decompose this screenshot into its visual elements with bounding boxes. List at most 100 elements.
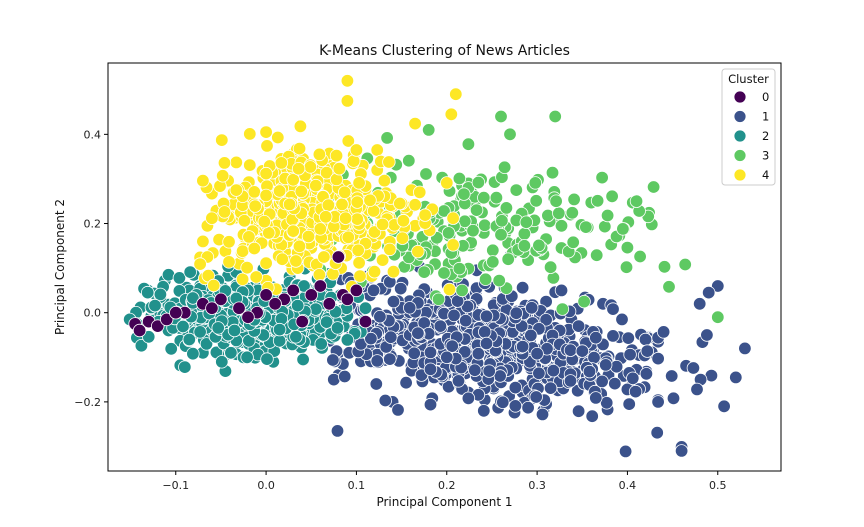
scatter-point-cluster-1 <box>666 391 681 406</box>
scatter-point-cluster-4 <box>393 196 407 211</box>
scatter-point-cluster-3 <box>469 203 484 217</box>
scatter-point-cluster-4 <box>351 243 365 258</box>
scatter-point-cluster-4 <box>312 147 327 162</box>
scatter-point-cluster-2 <box>319 315 334 329</box>
scatter-point-cluster-4 <box>321 198 336 212</box>
scatter-point-cluster-4 <box>313 222 328 236</box>
scatter-point-cluster-1 <box>411 326 425 340</box>
scatter-point-cluster-1 <box>650 426 664 440</box>
scatter-point-cluster-4 <box>377 173 392 188</box>
scatter-point-cluster-4 <box>262 226 276 240</box>
scatter-point-cluster-3 <box>492 273 506 288</box>
scatter-point-cluster-0 <box>232 301 246 315</box>
scatter-point-cluster-4 <box>259 166 273 181</box>
scatter-point-cluster-4 <box>260 139 274 153</box>
scatter-point-cluster-3 <box>605 189 619 204</box>
scatter-point-cluster-4 <box>353 269 367 283</box>
scatter-point-cluster-3 <box>633 249 647 264</box>
plot-frame <box>107 62 782 472</box>
scatter-point-cluster-2 <box>182 332 197 347</box>
scatter-point-cluster-3 <box>579 220 593 234</box>
scatter-point-cluster-3 <box>552 206 566 221</box>
scatter-point-cluster-1 <box>477 404 491 418</box>
scatter-point-cluster-0 <box>349 283 364 298</box>
scatter-point-cluster-3 <box>598 219 612 234</box>
x-tick-label: 0.1 <box>348 479 366 492</box>
scatter-point-cluster-4 <box>338 211 353 225</box>
scatter-point-cluster-1 <box>326 353 340 367</box>
y-tick-label: 0.4 <box>84 128 102 141</box>
legend-label-cluster-4: 4 <box>762 168 769 182</box>
x-tick-label: 0.0 <box>257 479 275 492</box>
x-tick-label: 0.5 <box>709 479 727 492</box>
scatter-point-cluster-2 <box>186 291 200 305</box>
scatter-point-cluster-1 <box>589 331 603 345</box>
scatter-point-cluster-3 <box>543 260 558 274</box>
scatter-point-cluster-3 <box>471 175 486 190</box>
scatter-point-cluster-1 <box>563 343 578 357</box>
scatter-point-cluster-4 <box>237 214 252 228</box>
scatter-point-cluster-3 <box>437 266 451 280</box>
points-layer <box>122 74 752 459</box>
scatter-point-cluster-2 <box>153 287 168 302</box>
scatter-point-cluster-0 <box>286 283 300 298</box>
scatter-point-cluster-2 <box>330 321 345 335</box>
scatter-point-cluster-2 <box>272 334 287 348</box>
scatter-point-cluster-4 <box>196 173 210 188</box>
scatter-point-cluster-4 <box>375 253 390 267</box>
scatter-point-cluster-1 <box>571 404 586 418</box>
scatter-point-cluster-1 <box>482 364 496 378</box>
scatter-point-cluster-3 <box>477 190 491 205</box>
scatter-point-cluster-1 <box>403 301 417 315</box>
scatter-point-cluster-3 <box>616 222 630 236</box>
scatter-point-cluster-4 <box>413 185 427 200</box>
scatter-point-cluster-1 <box>711 279 725 293</box>
scatter-point-cluster-3 <box>489 190 504 205</box>
scatter-point-cluster-4 <box>408 198 422 212</box>
scatter-point-cluster-1 <box>582 364 597 379</box>
scatter-point-cluster-0 <box>132 323 147 338</box>
scatter-point-cluster-1 <box>535 407 550 422</box>
scatter-point-cluster-1 <box>674 444 689 458</box>
scatter-point-cluster-1 <box>615 312 629 327</box>
scatter-point-cluster-2 <box>186 347 200 361</box>
scatter-point-cluster-4 <box>291 161 306 176</box>
scatter-point-cluster-4 <box>292 141 307 156</box>
scatter-point-cluster-3 <box>503 127 517 142</box>
scatter-point-cluster-1 <box>373 310 387 324</box>
scatter-point-cluster-3 <box>455 283 469 298</box>
scatter-point-cluster-1 <box>626 371 640 386</box>
scatter-point-cluster-0 <box>205 301 219 315</box>
x-tick-label: 0.2 <box>438 479 456 492</box>
scatter-point-cluster-3 <box>532 238 546 253</box>
scatter-point-cluster-3 <box>494 109 508 124</box>
scatter-point-cluster-3 <box>545 165 560 180</box>
scatter-point-cluster-3 <box>565 206 580 220</box>
scatter-point-cluster-4 <box>350 212 365 226</box>
scatter-point-cluster-0 <box>241 310 255 324</box>
scatter-point-cluster-4 <box>205 211 219 225</box>
scatter-point-cluster-4 <box>293 119 308 134</box>
scatter-point-cluster-3 <box>494 227 508 242</box>
scatter-point-cluster-3 <box>501 252 515 266</box>
scatter-point-cluster-0 <box>358 314 373 329</box>
scatter-point-cluster-4 <box>367 265 382 279</box>
scatter-point-cluster-1 <box>423 362 438 377</box>
scatter-point-cluster-3 <box>577 294 591 309</box>
scatter-point-cluster-2 <box>272 322 287 337</box>
scatter-point-cluster-4 <box>247 185 262 199</box>
scatter-point-cluster-4 <box>247 241 262 256</box>
scatter-point-cluster-4 <box>449 87 463 101</box>
legend-marker-cluster-3 <box>733 149 747 162</box>
scatter-point-cluster-4 <box>235 244 250 258</box>
scatter-point-cluster-1 <box>530 347 544 361</box>
scatter-point-cluster-1 <box>622 397 636 411</box>
scatter-point-cluster-4 <box>418 208 432 222</box>
scatter-point-cluster-2 <box>176 319 190 334</box>
scatter-point-cluster-4 <box>229 183 244 197</box>
scatter-point-cluster-1 <box>433 319 448 333</box>
scatter-point-cluster-4 <box>375 217 390 232</box>
x-axis: −0.1 0.0 0.1 0.2 0.3 0.4 0.5 <box>162 471 727 492</box>
scatter-point-cluster-4 <box>206 278 221 293</box>
scatter-point-cluster-4 <box>222 255 236 269</box>
